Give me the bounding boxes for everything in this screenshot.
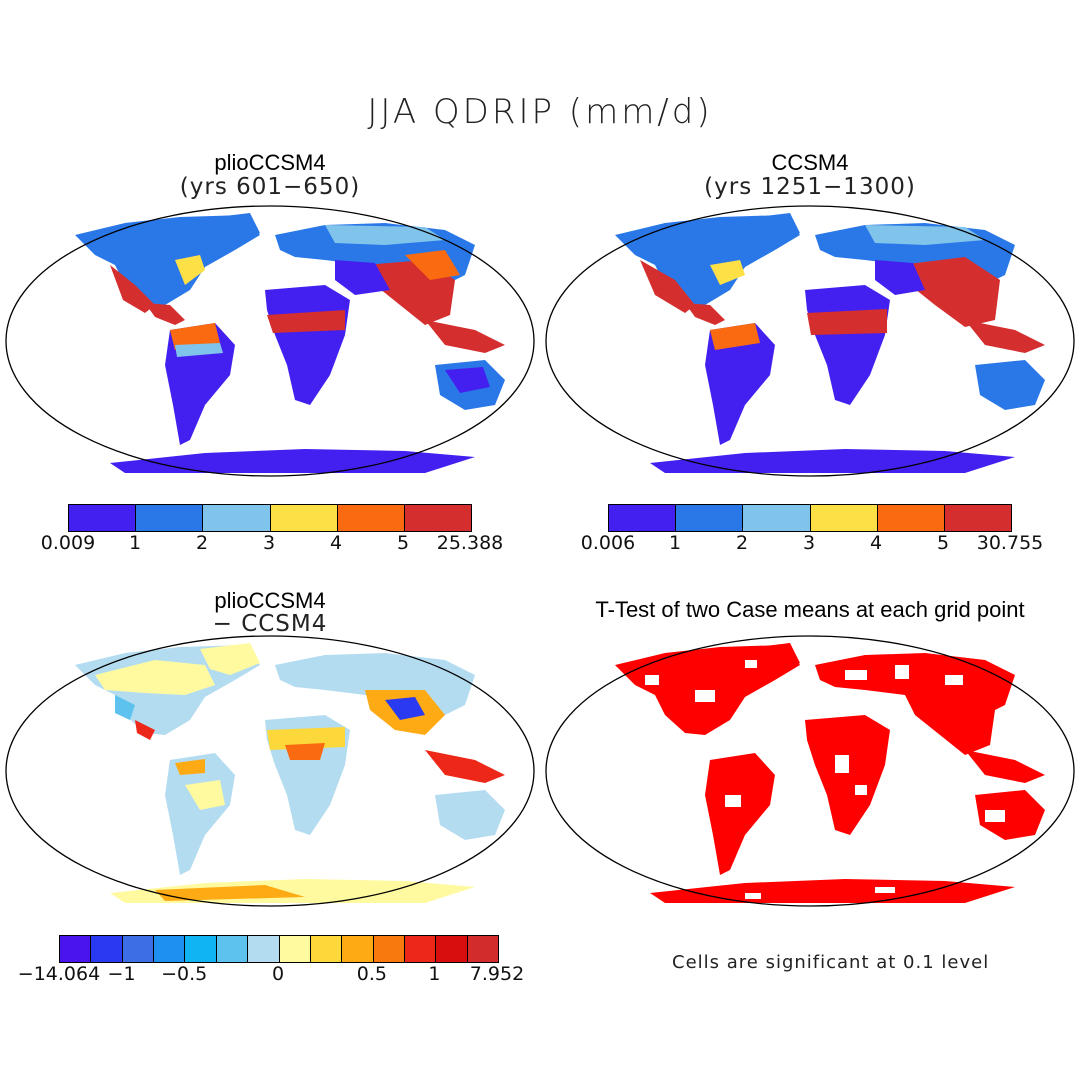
colorbar-swatch (279, 936, 311, 962)
colorbar-swatch (609, 505, 677, 531)
colorbar-swatch (185, 936, 217, 962)
panel-subtitle-bottom-left: − CCSM4 (212, 611, 328, 637)
globe-outline (5, 205, 535, 477)
significance-note: Cells are significant at 0.1 level (672, 952, 990, 973)
colorbar-tick-label: 0 (271, 963, 285, 985)
colorbar-swatch (60, 936, 92, 962)
colorbar-tick-label: 0.5 (356, 963, 387, 985)
map-top-left (5, 205, 535, 477)
panel-title-top-right: CCSM4 (771, 150, 849, 175)
panel-title-bottom-right: T-Test of two Case means at each grid po… (595, 597, 1025, 622)
colorbar-top-right (608, 504, 1012, 532)
colorbar-tick-label: 7.952 (469, 963, 525, 985)
non-significant-cells (645, 660, 1005, 899)
colorbar-swatch (337, 505, 405, 531)
colorbar-tick-label: −1 (107, 963, 136, 985)
colorbar-swatch (69, 505, 137, 531)
globe-outline (545, 205, 1075, 477)
colorbar-swatch (248, 936, 280, 962)
colorbar-swatch (436, 936, 468, 962)
colorbar-swatch (877, 505, 945, 531)
colorbar-swatch (676, 505, 744, 531)
colorbar-swatch (404, 505, 472, 531)
colorbar-tick-label: 30.755 (976, 532, 1044, 554)
land-field (75, 643, 505, 903)
colorbar-bottom-left (59, 935, 499, 963)
land-field (75, 213, 505, 473)
colorbar-tick-label: 1 (128, 532, 142, 554)
figure-title: JJA QDRIP (mm/d) (367, 92, 713, 132)
colorbar-swatch (216, 936, 249, 962)
land-field (615, 213, 1045, 473)
colorbar-tick-label: 5 (396, 532, 410, 554)
colorbar-swatch (136, 505, 204, 531)
colorbar-tick-label: 5 (936, 532, 950, 554)
colorbar-tick-label: 2 (195, 532, 209, 554)
colorbar-tick-label: 2 (735, 532, 749, 554)
colorbar-tick-label: −0.5 (161, 963, 208, 985)
colorbar-tick-label: 4 (329, 532, 343, 554)
colorbar-swatch (404, 936, 437, 962)
colorbar-swatch (270, 505, 338, 531)
colorbar-swatch (743, 505, 811, 531)
panel-subtitle-top-right: (yrs 1251−1300) (704, 174, 916, 200)
map-bottom-right (545, 635, 1075, 907)
colorbar-tick-label: 0.009 (40, 532, 96, 554)
colorbar-swatch (810, 505, 878, 531)
colorbar-top-left (68, 504, 472, 532)
colorbar-tick-label: 1 (428, 963, 441, 985)
map-top-right (545, 205, 1075, 477)
significance-field (615, 643, 1045, 903)
panel-title-bottom-left: plioCCSM4 (214, 588, 326, 613)
colorbar-tick-label: 3 (262, 532, 276, 554)
colorbar-swatch (203, 505, 271, 531)
colorbar-tick-label: 0.006 (580, 532, 636, 554)
colorbar-swatch (944, 505, 1012, 531)
colorbar-swatch (122, 936, 155, 962)
colorbar-swatch (467, 936, 499, 962)
colorbar-tick-label: 25.388 (436, 532, 504, 554)
colorbar-tick-label: 4 (869, 532, 883, 554)
colorbar-swatch (373, 936, 405, 962)
colorbar-swatch (154, 936, 186, 962)
colorbar-tick-label: −14.064 (17, 963, 101, 985)
panel-title-top-left: plioCCSM4 (214, 150, 326, 175)
colorbar-tick-label: 3 (802, 532, 816, 554)
globe-outline (5, 635, 535, 907)
panel-subtitle-top-left: (yrs 601−650) (179, 174, 361, 200)
colorbar-tick-label: 1 (668, 532, 682, 554)
colorbar-swatch (342, 936, 374, 962)
colorbar-swatch (91, 936, 123, 962)
colorbar-swatch (310, 936, 343, 962)
globe-outline (545, 635, 1075, 907)
map-bottom-left (5, 635, 535, 907)
